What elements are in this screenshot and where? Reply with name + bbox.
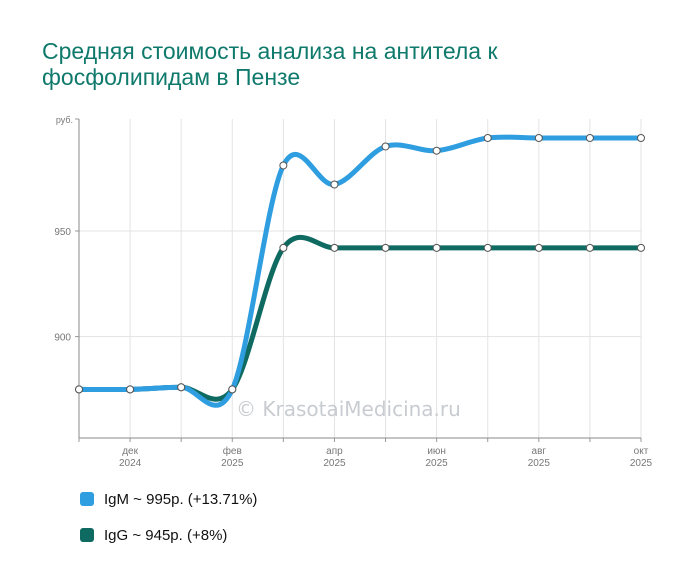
series-line-igg	[76, 234, 644, 402]
data-point-igg	[483, 243, 492, 252]
x-tick-label-month: окт	[634, 446, 649, 457]
chart-title: Средняя стоимость анализа на антитела к …	[42, 38, 498, 90]
points-layer	[75, 134, 645, 394]
grid	[78, 119, 642, 438]
data-point-igg	[534, 243, 543, 252]
legend-swatch-igg	[80, 528, 94, 542]
x-tick-label-month: авг	[532, 446, 547, 457]
data-point-igg	[432, 243, 441, 252]
x-tick-label-year: 2025	[630, 458, 653, 469]
watermark: © KrasotaiMedicina.ru	[236, 397, 461, 421]
legend-swatch-igm	[80, 492, 94, 506]
data-point-igm	[585, 134, 594, 143]
legend: IgM ~ 995р. (+13.71%) IgG ~ 945р. (+8%)	[80, 488, 257, 560]
x-tick-label-year: 2025	[426, 458, 449, 469]
legend-item-igg[interactable]: IgG ~ 945р. (+8%)	[80, 524, 257, 546]
data-point-igg	[279, 243, 288, 252]
data-point-igm	[330, 180, 339, 189]
data-point-igg	[381, 243, 390, 252]
data-point-igm	[279, 161, 288, 170]
data-point-igm	[381, 142, 390, 151]
data-point-igm	[483, 134, 492, 143]
data-point-igm	[432, 146, 441, 155]
legend-label-igm: IgM ~ 995р. (+13.71%)	[104, 490, 258, 508]
x-tick-label-year: 2025	[528, 458, 551, 469]
axes: 900950руб.дек2024фев2025апр2025июн2025ав…	[54, 115, 652, 469]
x-tick-label-year: 2024	[119, 458, 142, 469]
data-point-igg	[330, 243, 339, 252]
data-point-igm	[177, 383, 186, 392]
y-tick-label: 950	[54, 227, 71, 238]
x-tick-label-month: фев	[223, 445, 242, 457]
legend-label-igg: IgG ~ 945р. (+8%)	[104, 526, 228, 544]
series-line-igm	[76, 134, 644, 408]
data-point-igm	[75, 385, 83, 394]
series-layer	[76, 134, 644, 408]
x-tick-label-month: июн	[427, 446, 446, 457]
data-point-igm	[637, 134, 645, 143]
x-tick-label-year: 2025	[221, 458, 244, 469]
data-point-igg	[585, 243, 594, 252]
x-tick-label-year: 2025	[323, 458, 346, 469]
x-tick-label-month: дек	[122, 446, 138, 457]
data-point-igm	[126, 385, 135, 394]
y-unit-label: руб.	[56, 115, 73, 125]
data-point-igm	[534, 134, 543, 143]
y-tick-label: 900	[54, 333, 71, 344]
data-point-igg	[637, 243, 645, 252]
legend-item-igm[interactable]: IgM ~ 995р. (+13.71%)	[80, 488, 257, 510]
data-point-igm	[228, 385, 237, 394]
x-tick-label-month: апр	[326, 446, 343, 457]
